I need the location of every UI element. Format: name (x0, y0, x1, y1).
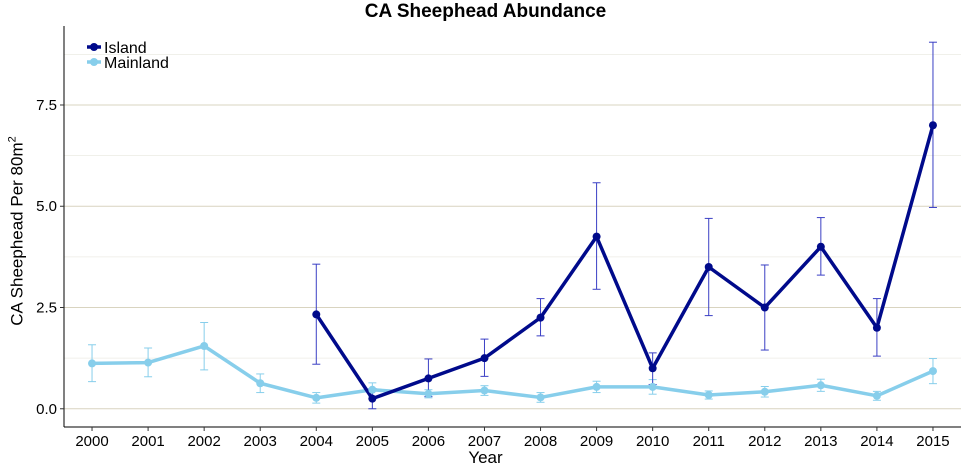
data-point-mainland (872, 391, 881, 400)
y-tick-label: 0.0 (36, 401, 57, 418)
x-axis-label: Year (468, 448, 503, 467)
data-point-mainland (312, 393, 321, 402)
y-tick-label: 2.5 (36, 300, 57, 317)
series-line-island (314, 124, 935, 401)
data-point-mainland (256, 379, 265, 388)
x-tick-label: 2001 (131, 433, 164, 450)
legend-label: Mainland (104, 55, 169, 72)
data-point-mainland (816, 381, 825, 390)
x-tick-label: 2004 (300, 433, 333, 450)
x-tick-label: 2007 (468, 433, 501, 450)
x-tick-label: 2013 (804, 433, 837, 450)
legend-key-point (90, 58, 98, 66)
x-tick-label: 2006 (412, 433, 445, 450)
x-tick-label: 2002 (187, 433, 220, 450)
data-point-mainland (648, 382, 657, 391)
data-point-mainland (760, 387, 769, 396)
x-tick-label: 2015 (916, 433, 949, 450)
data-point-mainland (424, 389, 433, 398)
tick-labels: 0.0 2.5 5.0 7.5 2000 2001 2002 2003 2004 2005 2006… (36, 97, 950, 450)
x-tick-label: 2005 (356, 433, 389, 450)
y-tick-label: 7.5 (36, 97, 57, 114)
legend-key-point (90, 43, 98, 51)
data-point-island (928, 121, 937, 130)
series-lines (92, 124, 935, 401)
gridlines (64, 53, 961, 410)
axes (60, 26, 961, 431)
data-point-island (536, 313, 545, 322)
data-point-mainland (88, 359, 97, 368)
data-point-island (648, 364, 657, 373)
x-tick-label: 2000 (75, 433, 108, 450)
data-point-mainland (928, 367, 937, 376)
x-tick-label: 2012 (748, 433, 781, 450)
x-tick-label: 2008 (524, 433, 557, 450)
data-point-island (872, 323, 881, 332)
y-tick-label: 5.0 (36, 198, 57, 215)
data-point-island (312, 310, 321, 319)
data-point-mainland (704, 391, 713, 400)
data-point-island (592, 232, 601, 241)
data-point-island (368, 394, 377, 403)
series-points (88, 121, 937, 403)
data-point-mainland (592, 382, 601, 391)
x-tick-label: 2003 (244, 433, 277, 450)
x-tick-label: 2009 (580, 433, 613, 450)
data-point-island (480, 354, 489, 363)
data-point-island (704, 263, 713, 272)
data-point-island (760, 303, 769, 312)
x-tick-label: 2014 (860, 433, 893, 450)
data-point-island (816, 242, 825, 251)
chart-title: CA Sheephead Abundance (364, 1, 607, 22)
data-point-mainland (368, 385, 377, 394)
data-point-island (424, 374, 433, 383)
x-tick-label: 2011 (693, 433, 725, 450)
series-line-mainland (92, 344, 934, 400)
data-point-mainland (536, 393, 545, 402)
data-point-mainland (144, 358, 153, 367)
x-tick-label: 2010 (636, 433, 669, 450)
data-point-mainland (480, 386, 489, 395)
data-point-mainland (200, 341, 209, 350)
legend-label: Island (104, 40, 147, 57)
